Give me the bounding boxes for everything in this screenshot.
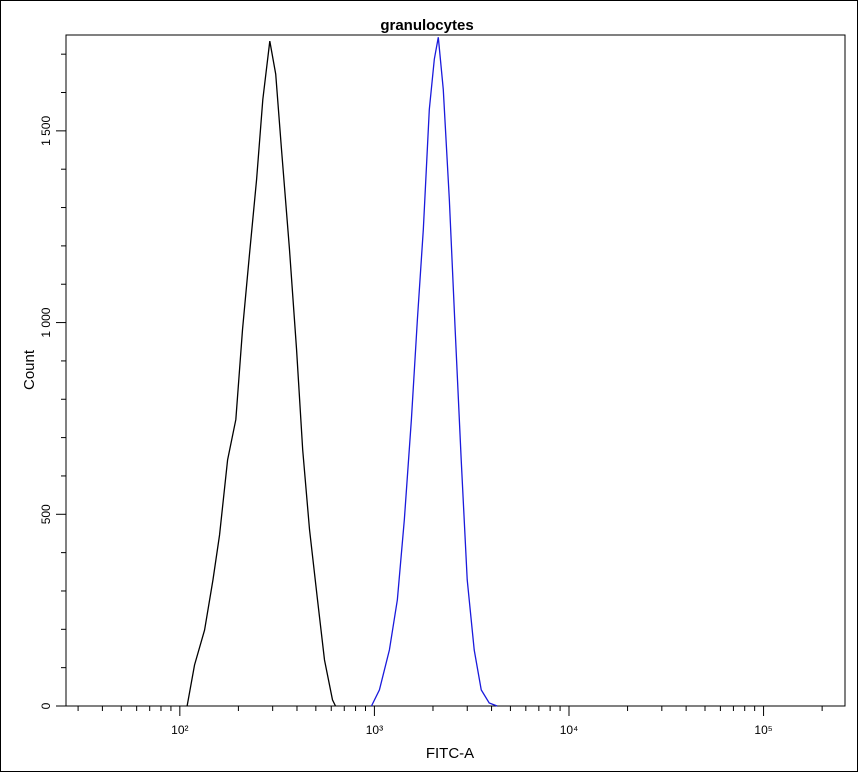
y-axis-label: Count <box>21 349 38 390</box>
y-tick-label: 500 <box>39 504 53 524</box>
x-tick-label: 10⁵ <box>754 723 772 737</box>
chart-title: granulocytes <box>380 17 473 34</box>
plot-area <box>65 34 846 707</box>
y-tick-label: 0 <box>39 702 53 709</box>
y-tick-label: 1 500 <box>39 116 53 146</box>
x-tick-label: 10⁴ <box>560 723 579 737</box>
y-tick-label: 1 000 <box>39 307 53 337</box>
histogram-line <box>186 41 337 707</box>
x-tick-label: 10³ <box>366 723 383 737</box>
histogram-line <box>370 37 498 707</box>
x-axis-label: FITC-A <box>426 745 474 762</box>
x-tick-label: 10² <box>171 723 188 737</box>
